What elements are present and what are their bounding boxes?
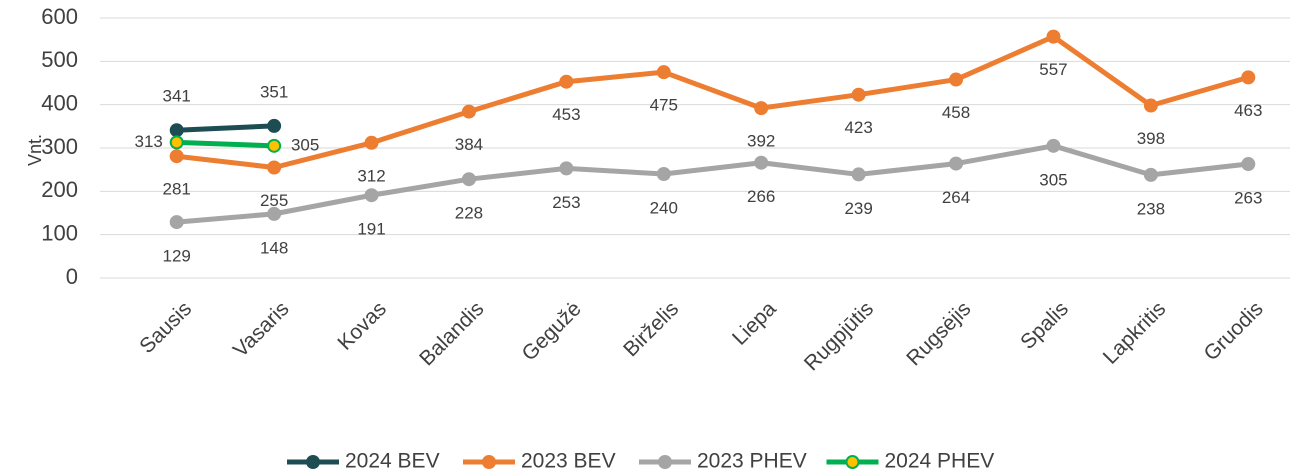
point [1143,167,1158,182]
x-tick-label: Gegužė [518,297,586,365]
point [656,167,671,181]
legend-label: 2023 PHEV [697,450,807,473]
data-label: 129 [163,247,191,266]
x-tick-label: Lapkritis [1099,297,1171,369]
point [559,161,574,176]
x-tick-label: Rugpjūtis [800,297,878,375]
x-tick-label: Sausis [135,297,196,358]
data-label: 255 [260,191,288,210]
y-axis-label: Vnt. [25,134,45,166]
data-label: 228 [455,204,483,223]
point [267,160,282,175]
data-label: 239 [844,199,872,218]
point [754,101,769,116]
data-label: 392 [747,132,775,151]
data-label: 264 [942,188,970,207]
data-label: 557 [1039,60,1067,79]
y-tick-label: 200 [41,177,78,202]
point [169,123,184,138]
point [169,215,184,230]
y-tick-label: 100 [41,220,78,245]
point [559,74,574,89]
series-line [176,139,275,149]
data-label: 475 [650,96,678,115]
data-label: 453 [552,105,580,124]
data-label: 191 [357,220,385,239]
point [267,138,282,153]
data-label: 313 [135,132,163,151]
data-label: 263 [1234,189,1262,208]
data-label: 423 [844,118,872,137]
data-label: 351 [260,82,288,101]
point [851,167,866,182]
point [1241,70,1256,85]
data-label: 266 [747,187,775,206]
legend-marker [306,455,320,469]
data-label: 458 [942,103,970,122]
point [1046,29,1061,44]
y-tick-label: 300 [41,134,78,159]
point [656,65,671,80]
y-tick-label: 400 [41,90,78,115]
x-tick-label: Spalis [1016,297,1073,354]
x-tick-label: Kovas [333,297,391,355]
x-tick-label: Liepa [728,297,781,350]
series-line [176,143,1249,225]
x-tick-label: Vasaris [229,297,294,362]
legend-marker [482,455,496,469]
data-label: 281 [163,180,191,199]
point [364,135,379,150]
point [267,118,282,133]
legend-label: 2024 BEV [345,450,440,473]
series-line [176,34,1249,170]
data-label: 398 [1137,129,1165,148]
x-tick-label: Gruodis [1199,297,1267,365]
point [949,72,964,87]
legend-marker [845,455,860,469]
point [169,135,184,150]
point [169,149,184,164]
y-tick-label: 500 [41,47,78,72]
y-tick-label: 600 [41,4,78,29]
x-tick-label: Birželis [619,297,683,361]
legend-marker [658,455,672,469]
data-label: 384 [455,135,483,154]
data-label: 253 [552,193,580,212]
data-label: 148 [260,238,288,257]
point [1046,138,1061,153]
point [949,156,964,171]
point [461,104,476,119]
data-label: 305 [291,135,319,154]
point [364,188,379,203]
point [851,87,866,102]
point [461,172,476,187]
data-label: 341 [163,87,191,106]
point [754,155,769,170]
point [1241,157,1256,172]
legend-label: 2023 BEV [521,450,616,473]
series-line [176,123,275,133]
point [1143,98,1158,113]
y-tick-label: 0 [66,264,78,289]
x-tick-label: Rugsėjis [902,297,975,370]
point [267,206,282,221]
data-label: 463 [1234,101,1262,120]
data-label: 312 [357,166,385,185]
data-label: 238 [1137,199,1165,218]
data-label: 240 [650,198,678,217]
x-tick-label: Balandis [415,297,488,370]
legend-label: 2024 PHEV [885,450,995,473]
data-label: 305 [1039,170,1067,189]
